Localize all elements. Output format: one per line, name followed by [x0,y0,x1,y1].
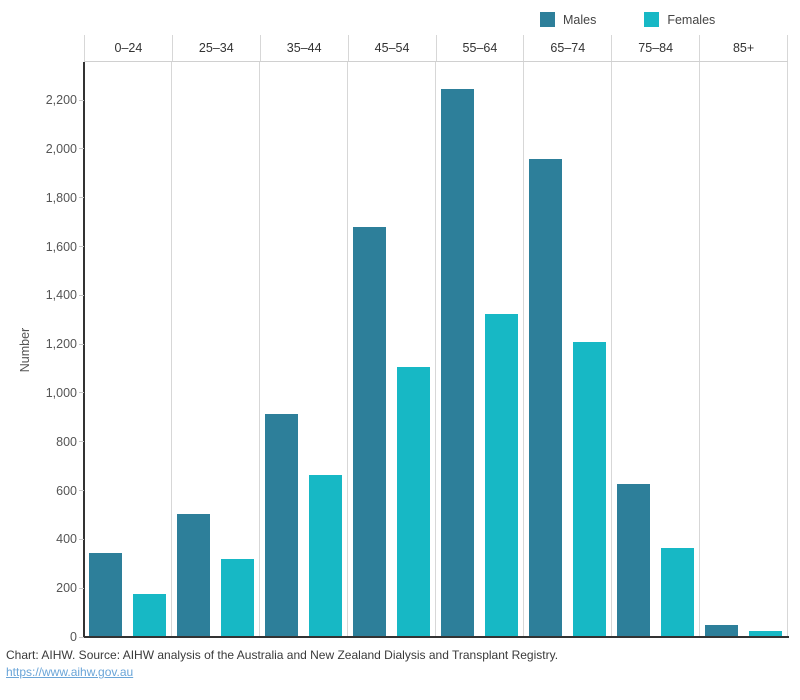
bar-females-25-34[interactable] [221,558,254,637]
footer: Chart: AIHW. Source: AIHW analysis of th… [6,647,558,681]
bar-females-55-64[interactable] [485,313,518,637]
bar-females-85plus[interactable] [749,630,782,637]
column-header-35-44: 35–44 [259,35,348,61]
y-tick-mark [79,392,84,394]
plot-column-25-34 [172,62,260,637]
y-tick-mark [79,587,84,589]
column-header-0-24: 0–24 [84,35,172,61]
y-tick-mark [79,538,84,540]
y-tick-label-2000: 2,000 [45,141,77,156]
legend-swatch-icon-females [644,12,660,27]
plot-column-75-84 [612,62,700,637]
y-tick-mark [79,343,84,345]
y-tick-label-2200: 2,200 [45,93,77,108]
source-link[interactable]: https://www.aihw.gov.au [6,665,134,679]
y-tick-label-1800: 1,800 [45,190,77,205]
y-tick-mark [79,148,84,150]
legend-label: Males [563,12,597,27]
y-tick-mark [79,99,84,101]
y-tick-label-1400: 1,400 [45,288,77,303]
y-tick-mark [79,490,84,492]
bar-females-75-84[interactable] [661,547,694,637]
bar-males-45-54[interactable] [353,226,386,637]
column-header-65-74: 65–74 [523,35,611,61]
column-header-45-54: 45–54 [347,35,436,61]
bar-males-75-84[interactable] [617,484,650,637]
plot-column-35-44 [260,62,348,637]
y-tick-label-1600: 1,600 [45,239,77,254]
plot-column-0-24 [84,62,172,637]
y-tick-label-600: 600 [56,483,77,498]
legend-label: Females [667,12,716,27]
y-tick-mark [79,197,84,199]
bar-males-65-74[interactable] [529,158,562,637]
y-tick-mark [79,246,84,247]
y-tick-label-1200: 1,200 [45,337,77,352]
y-tick-mark [79,441,84,443]
legend-swatch-icon-males [540,12,555,27]
bar-males-0-24[interactable] [89,552,122,637]
y-tick-mark [79,294,84,296]
bar-females-65-74[interactable] [573,341,606,637]
column-header-75-84: 75–84 [611,35,699,61]
plot-column-65-74 [524,62,612,637]
y-tick-label-1000: 1,000 [45,385,77,400]
bar-males-25-34[interactable] [177,513,210,637]
plot-column-45-54 [348,62,436,637]
y-axis-line [83,62,85,637]
column-header-85plus: 85+ [699,35,788,61]
y-tick-label-0: 0 [70,630,77,644]
legend: Males Females [540,12,715,27]
bar-males-35-44[interactable] [265,413,298,637]
source-caption: Chart: AIHW. Source: AIHW analysis of th… [6,648,559,662]
plot-column-85plus [700,62,788,637]
y-tick-label-800: 800 [56,434,77,449]
column-headers: 0–24 25–34 35–44 45–54 55–64 65–74 75–84 85+ [84,35,788,62]
y-tick-label-200: 200 [56,581,77,596]
legend-item-males[interactable]: Males [540,12,596,27]
bar-males-85plus[interactable] [705,624,738,637]
bar-females-45-54[interactable] [397,367,430,637]
y-tick-label-400: 400 [56,532,77,547]
bar-females-0-24[interactable] [133,594,166,637]
bar-males-55-64[interactable] [441,89,474,637]
y-tick-mark [79,636,84,638]
plot-column-55-64 [436,62,524,637]
column-header-55-64: 55–64 [435,35,524,61]
plot-area [84,62,788,637]
bar-females-35-44[interactable] [309,474,342,637]
legend-item-females[interactable]: Females [644,12,715,27]
column-header-25-34: 25–34 [171,35,260,61]
x-axis-line [83,636,789,638]
